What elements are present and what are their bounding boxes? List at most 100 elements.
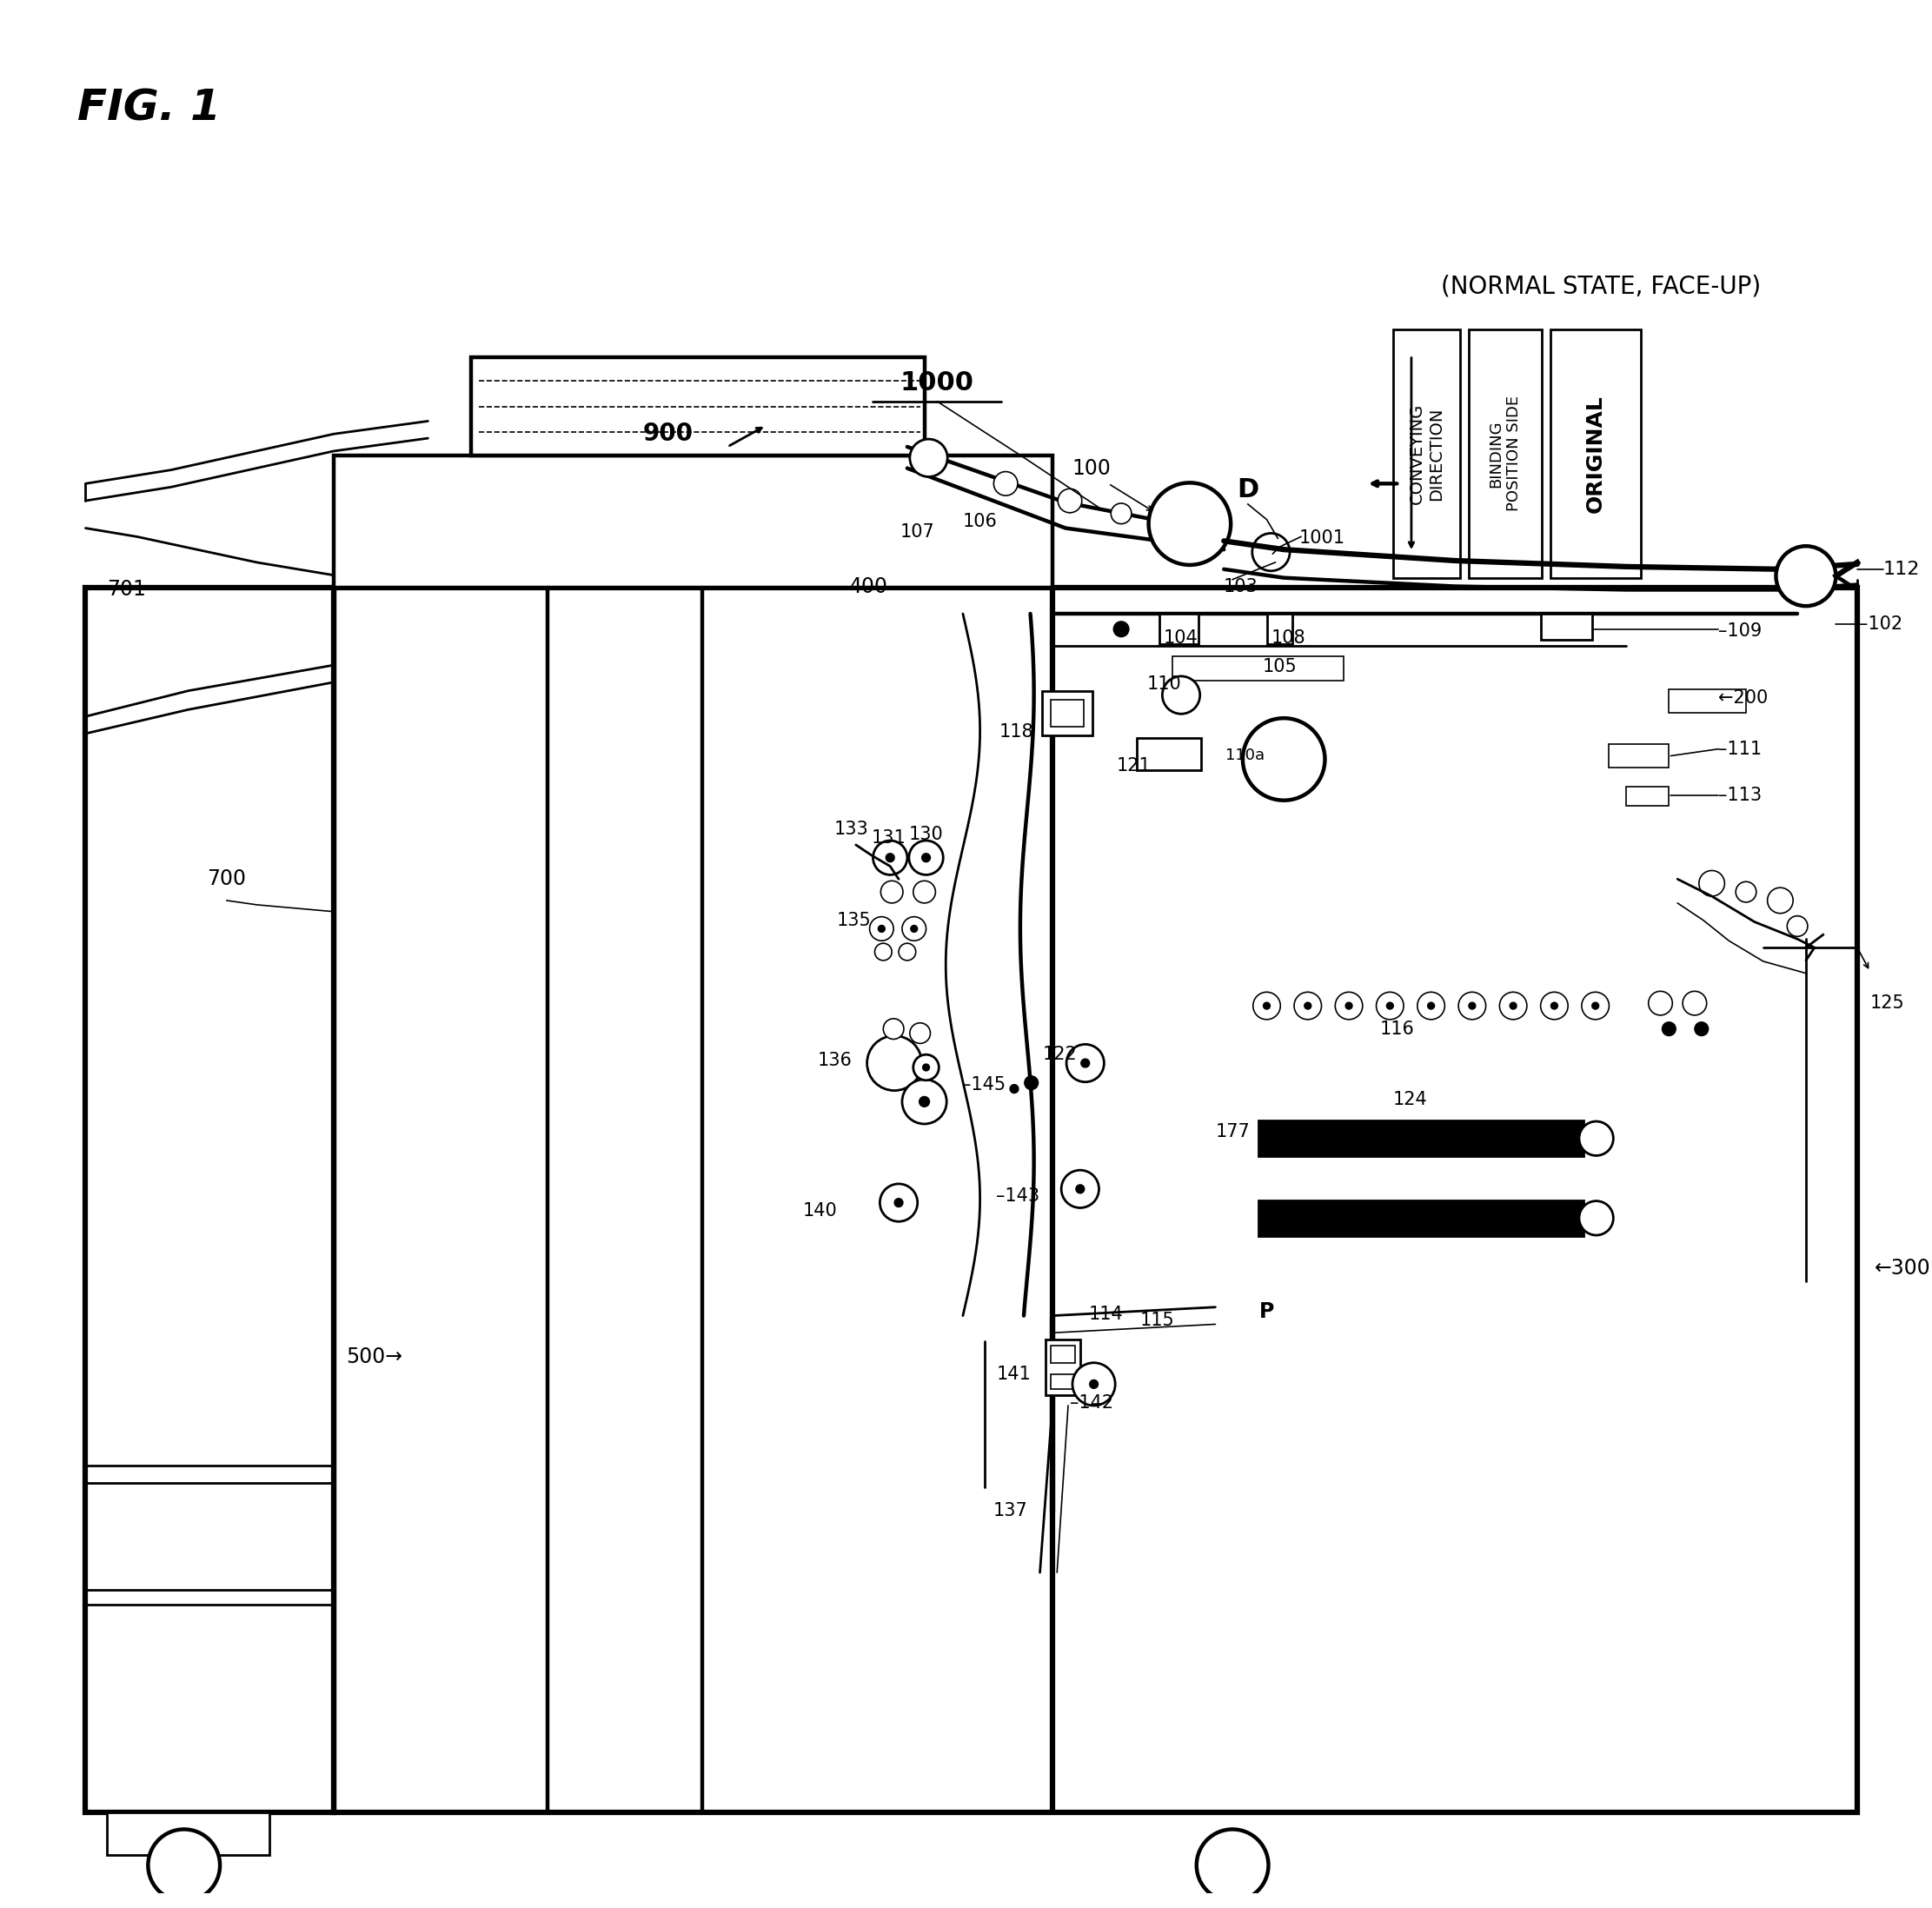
Text: –142: –142 [1070, 1395, 1113, 1412]
Text: –145: –145 [962, 1076, 1007, 1093]
Circle shape [923, 1065, 929, 1070]
Text: –102: –102 [1859, 614, 1903, 633]
Text: 105: 105 [1262, 658, 1296, 675]
Bar [1045, 1339, 1080, 1395]
Circle shape [1787, 916, 1808, 937]
Text: BINDING
POSITION SIDE: BINDING POSITION SIDE [1488, 395, 1522, 511]
Text: 1000: 1000 [900, 370, 974, 395]
Text: 106: 106 [962, 513, 997, 530]
Circle shape [1551, 1002, 1557, 1009]
Text: 114: 114 [1088, 1305, 1122, 1322]
Circle shape [1150, 483, 1231, 565]
Circle shape [1010, 1084, 1018, 1093]
Circle shape [1648, 992, 1673, 1015]
Text: 133: 133 [835, 820, 869, 838]
Text: 135: 135 [837, 912, 871, 929]
Circle shape [1654, 996, 1667, 1009]
Circle shape [883, 1019, 904, 1040]
Circle shape [869, 916, 893, 941]
Circle shape [1294, 992, 1321, 1019]
Text: 140: 140 [802, 1202, 837, 1219]
Circle shape [867, 1036, 922, 1091]
Text: 701: 701 [106, 580, 147, 601]
Circle shape [1059, 488, 1082, 513]
Circle shape [910, 1023, 931, 1044]
Text: 177: 177 [1215, 1124, 1250, 1141]
Circle shape [1578, 1200, 1613, 1234]
Text: 116: 116 [1379, 1021, 1414, 1038]
Circle shape [1163, 675, 1200, 714]
Circle shape [1776, 546, 1835, 607]
Circle shape [993, 471, 1018, 496]
Bar [1551, 330, 1640, 578]
Circle shape [1264, 1002, 1269, 1009]
Circle shape [922, 853, 931, 862]
Circle shape [920, 1097, 929, 1107]
Bar [1051, 700, 1084, 727]
Bar [1540, 614, 1592, 639]
Bar [1669, 689, 1747, 714]
Bar [106, 1813, 270, 1855]
Text: ORIGINAL: ORIGINAL [1586, 395, 1605, 513]
Text: 104: 104 [1163, 630, 1198, 647]
Circle shape [1090, 1379, 1097, 1389]
Text: 700: 700 [207, 868, 247, 889]
Bar [1258, 1120, 1584, 1156]
Circle shape [914, 1055, 939, 1080]
Text: 103: 103 [1223, 578, 1258, 595]
Text: 131: 131 [871, 830, 906, 847]
Text: 108: 108 [1271, 630, 1306, 647]
Circle shape [1689, 996, 1702, 1009]
Circle shape [908, 841, 943, 874]
Text: (NORMAL STATE, FACE-UP): (NORMAL STATE, FACE-UP) [1441, 275, 1760, 300]
Text: ←200: ←200 [1719, 689, 1768, 706]
Circle shape [1509, 1002, 1517, 1009]
Text: –109: –109 [1719, 622, 1762, 639]
Bar [1258, 1200, 1584, 1236]
Circle shape [1459, 992, 1486, 1019]
Bar [471, 357, 923, 456]
Circle shape [1735, 881, 1756, 902]
Text: FIG. 1: FIG. 1 [77, 88, 220, 130]
Circle shape [1254, 992, 1281, 1019]
Text: 500→: 500→ [346, 1347, 402, 1368]
Bar [1609, 744, 1669, 767]
Circle shape [1242, 717, 1325, 799]
Text: 110: 110 [1148, 675, 1180, 693]
Circle shape [1592, 1002, 1600, 1009]
Circle shape [895, 1198, 902, 1208]
Circle shape [1376, 992, 1405, 1019]
Text: 121: 121 [1117, 757, 1151, 775]
Circle shape [1582, 992, 1609, 1019]
Circle shape [1304, 1002, 1312, 1009]
Bar [1043, 691, 1092, 735]
Bar [85, 588, 334, 1813]
Bar [1051, 1345, 1074, 1362]
Circle shape [1061, 1170, 1099, 1208]
Circle shape [149, 1830, 220, 1900]
Circle shape [1698, 870, 1725, 897]
Circle shape [1428, 1002, 1434, 1009]
Text: 141: 141 [997, 1366, 1032, 1383]
Text: 100: 100 [1072, 458, 1111, 479]
Text: 125: 125 [1870, 994, 1905, 1011]
Circle shape [1335, 992, 1362, 1019]
Text: –113: –113 [1719, 786, 1762, 803]
Bar [1159, 614, 1198, 643]
Bar [1627, 786, 1669, 805]
Circle shape [910, 925, 918, 933]
Text: –143: –143 [997, 1187, 1039, 1204]
Bar [334, 588, 1857, 1813]
Text: 110a: 110a [1225, 748, 1265, 763]
Text: 107: 107 [900, 523, 935, 542]
Text: 1001: 1001 [1300, 530, 1345, 548]
Text: 122: 122 [1043, 1046, 1076, 1063]
Bar [1468, 330, 1542, 578]
Text: 137: 137 [993, 1502, 1028, 1519]
Circle shape [1418, 992, 1445, 1019]
Circle shape [1694, 1023, 1708, 1036]
Circle shape [898, 943, 916, 960]
Circle shape [873, 841, 908, 874]
Bar [1267, 614, 1293, 643]
Text: CONVEYING
DIRECTION: CONVEYING DIRECTION [1408, 403, 1445, 504]
